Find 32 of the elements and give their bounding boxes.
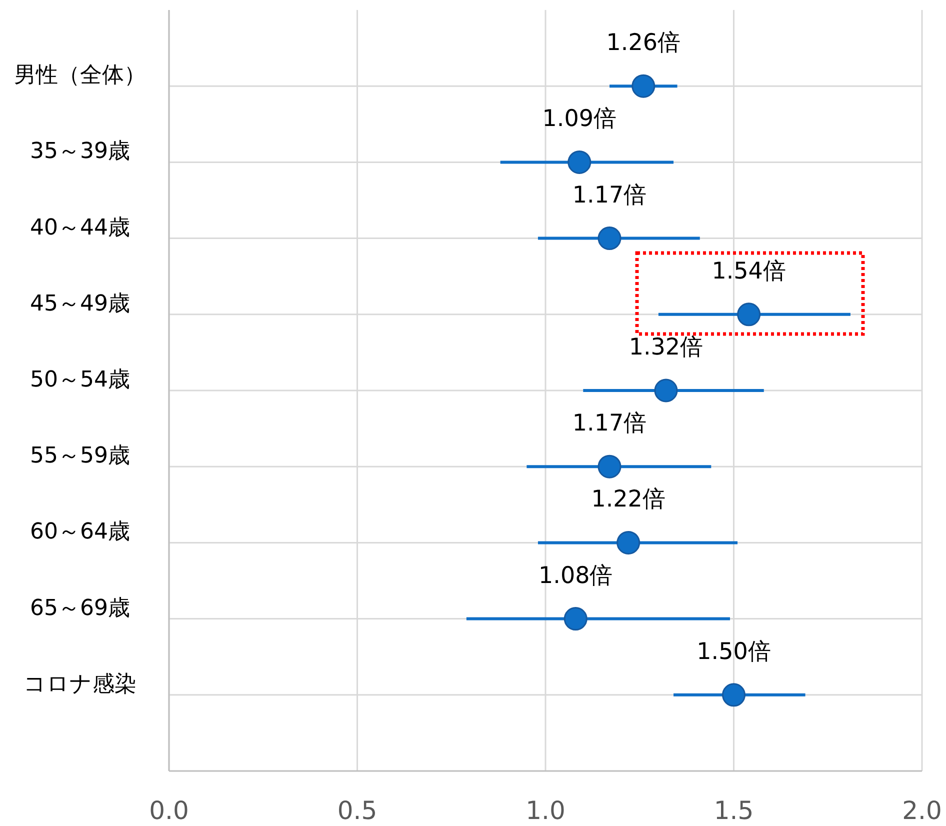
data-label: 1.54倍 [712,258,786,284]
y-tick-label: 男性（全体） [14,63,146,88]
point [598,454,622,478]
data-label: 1.09倍 [542,106,616,132]
data-label: 1.22倍 [591,486,666,513]
point [737,302,761,326]
y-tick-label: 50～54歳 [30,368,130,392]
x-tick-label: 0.5 [337,796,378,825]
data-label: 1.50倍 [696,638,771,665]
y-tick-label: 65～69歳 [30,596,130,621]
x-tick-label: 2.0 [902,796,942,825]
y-tick-label: 60～64歳 [30,520,130,545]
data-label: 1.08倍 [538,562,613,589]
point [654,378,678,402]
y-tick-label: 45～49歳 [30,291,130,316]
point [616,530,640,554]
y-tick-label: 35～39歳 [30,139,130,164]
point [568,150,592,174]
y-tick-label: コロナ感染 [24,672,136,697]
point [564,607,588,631]
point [632,74,656,98]
data-label: 1.17倍 [572,410,647,437]
y-tick-label: 40～44歳 [30,215,130,240]
point [598,226,622,250]
y-tick-label: 55～59歳 [30,444,130,469]
data-label: 1.32倍 [628,334,704,360]
x-tick-label: 1.5 [714,796,754,825]
x-tick-label: 0.0 [149,796,189,825]
data-label: 1.26倍 [606,30,680,56]
x-tick-label: 1.0 [526,796,566,825]
point [722,683,746,707]
data-label: 1.17倍 [572,182,647,208]
